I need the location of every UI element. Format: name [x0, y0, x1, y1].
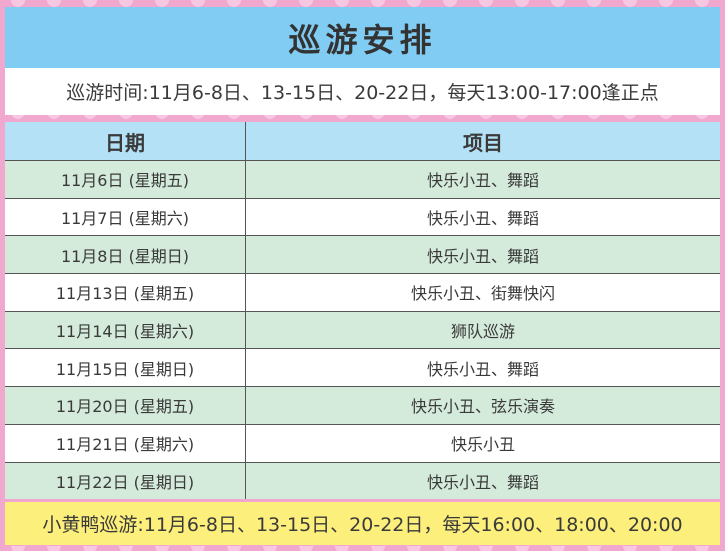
- program-cell: 快乐小丑、舞蹈: [245, 348, 720, 388]
- table-row: 11月15日 (星期日) 快乐小丑、舞蹈: [5, 348, 720, 388]
- schedule-table: 日期 项目 11月6日 (星期五) 快乐小丑、舞蹈 11月7日 (星期六) 快乐小丑、…: [5, 122, 720, 500]
- date-cell: 11月6日 (星期五): [5, 160, 246, 199]
- schedule-subtitle: 巡游时间:11月6-8日、13-15日、20-22日，每天13:00-17:00…: [5, 68, 720, 115]
- date-cell: 11月13日 (星期五): [5, 273, 246, 312]
- table-row: 11月14日 (星期六) 狮队巡游: [5, 311, 720, 350]
- date-cell: 11月15日 (星期日): [5, 348, 246, 388]
- table-row: 11月21日 (星期六) 快乐小丑: [5, 424, 720, 463]
- duck-parade-note: 小黄鸭巡游:11月6-8日、13-15日、20-22日，每天16:00、18:0…: [5, 502, 720, 545]
- table-row: 11月7日 (星期六) 快乐小丑、舞蹈: [5, 198, 720, 237]
- date-cell: 11月14日 (星期六): [5, 311, 246, 350]
- table-row: 11月6日 (星期五) 快乐小丑、舞蹈: [5, 160, 720, 199]
- table-header-row: 日期 项目: [5, 122, 720, 161]
- program-cell: 快乐小丑、舞蹈: [245, 160, 720, 199]
- date-cell: 11月22日 (星期日): [5, 462, 246, 500]
- date-cell: 11月21日 (星期六): [5, 424, 246, 463]
- page-title: 巡游安排: [5, 7, 720, 68]
- program-cell: 快乐小丑、舞蹈: [245, 235, 720, 275]
- program-cell: 狮队巡游: [245, 311, 720, 350]
- program-cell: 快乐小丑、舞蹈: [245, 462, 720, 500]
- program-cell: 快乐小丑、街舞快闪: [245, 273, 720, 312]
- table-row: 11月20日 (星期五) 快乐小丑、弦乐演奏: [5, 386, 720, 425]
- date-cell: 11月8日 (星期日): [5, 235, 246, 275]
- date-cell: 11月7日 (星期六): [5, 198, 246, 237]
- column-header-program: 项目: [245, 122, 720, 161]
- column-header-date: 日期: [5, 122, 246, 161]
- table-row: 11月13日 (星期五) 快乐小丑、街舞快闪: [5, 273, 720, 312]
- program-cell: 快乐小丑: [245, 424, 720, 463]
- program-cell: 快乐小丑、舞蹈: [245, 198, 720, 237]
- program-cell: 快乐小丑、弦乐演奏: [245, 386, 720, 425]
- table-row: 11月22日 (星期日) 快乐小丑、舞蹈: [5, 462, 720, 500]
- date-cell: 11月20日 (星期五): [5, 386, 246, 425]
- table-row: 11月8日 (星期日) 快乐小丑、舞蹈: [5, 235, 720, 275]
